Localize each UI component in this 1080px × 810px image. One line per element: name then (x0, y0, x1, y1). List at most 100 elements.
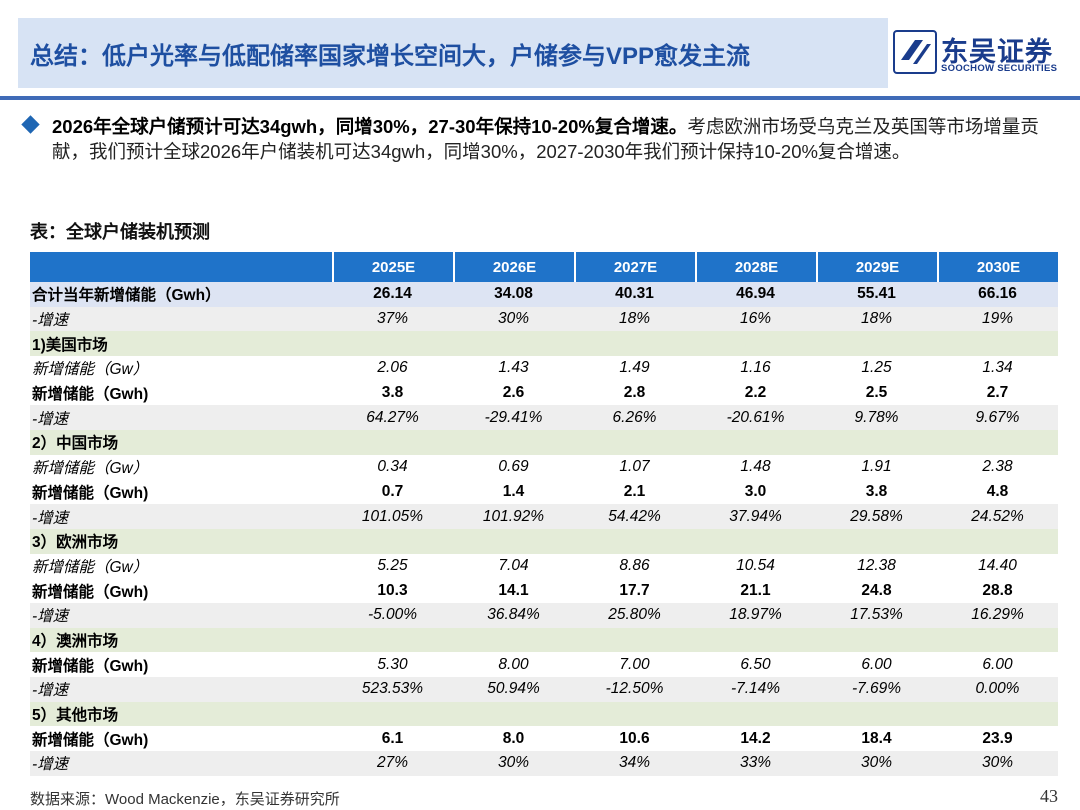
value-cell: 55.41 (816, 282, 937, 307)
value-cell: 0.7 (332, 479, 453, 505)
source-note: 数据来源：Wood Mackenzie，东吴证券研究所 (30, 791, 340, 808)
value-cell: 1.4 (453, 479, 574, 505)
value-cell: 101.92% (453, 504, 574, 529)
value-cell: 40.31 (574, 282, 695, 307)
value-cell: 64.27% (332, 405, 453, 431)
value-cell (574, 430, 695, 455)
value-cell (937, 331, 1058, 357)
value-cell: 3.8 (816, 479, 937, 505)
table-row: -增速 523.53% 50.94% -12.50% -7.14% -7.69% 0.00% (30, 677, 1058, 702)
value-cell: 2.38 (937, 454, 1058, 480)
value-cell (574, 528, 695, 554)
value-cell (332, 528, 453, 554)
row-label: 新增储能（Gw） (30, 454, 332, 480)
value-cell: 2.7 (937, 380, 1058, 406)
value-cell: 1.07 (574, 454, 695, 480)
value-cell: 19% (937, 306, 1058, 332)
value-cell: 2.6 (453, 380, 574, 406)
table-row: -增速 37% 30% 18% 16% 18% 19% (30, 306, 1058, 332)
value-cell (332, 430, 453, 455)
header-cell: 2030E (937, 252, 1058, 282)
bullet-paragraph: 2026年全球户储预计可达34gwh，同增30%，27-30年保持10-20%复… (52, 114, 1064, 164)
value-cell: 8.86 (574, 553, 695, 579)
value-cell (332, 627, 453, 653)
row-label: 新增储能（Gwh) (30, 380, 332, 406)
value-cell (937, 528, 1058, 554)
table-row: 3）欧洲市场 (30, 528, 1058, 554)
value-cell: 7.04 (453, 553, 574, 579)
value-cell (937, 430, 1058, 455)
row-label: 1)美国市场 (30, 331, 332, 357)
value-cell (695, 701, 816, 727)
value-cell: 29.58% (816, 504, 937, 529)
row-label: 新增储能（Gw） (30, 553, 332, 579)
value-cell (695, 528, 816, 554)
diamond-bullet-icon (21, 115, 40, 134)
value-cell: 14.40 (937, 553, 1058, 579)
table-row: 新增储能（Gwh) 6.1 8.0 10.6 14.2 18.4 23.9 (30, 726, 1058, 752)
logo-mark-icon (893, 30, 937, 74)
table-title: 表：全球户储装机预测 (30, 222, 210, 242)
value-cell: 37.94% (695, 504, 816, 529)
header-cell (30, 252, 332, 282)
value-cell (816, 528, 937, 554)
table-row: -增速 101.05% 101.92% 54.42% 37.94% 29.58% 24.52… (30, 504, 1058, 529)
value-cell (816, 701, 937, 727)
value-cell (816, 331, 937, 357)
value-cell: 14.1 (453, 578, 574, 603)
bullet-bold-text: 2026年全球户储预计可达34gwh，同增30%，27-30年保持10-20%复… (52, 116, 688, 137)
value-cell: 1.91 (816, 454, 937, 480)
table-row: 2）中国市场 (30, 430, 1058, 455)
row-label: -增速 (30, 306, 332, 332)
table-row: 4）澳洲市场 (30, 627, 1058, 653)
value-cell: 1.49 (574, 356, 695, 381)
value-cell: 18% (816, 306, 937, 332)
value-cell: 0.69 (453, 454, 574, 480)
table-row: -增速 64.27% -29.41% 6.26% -20.61% 9.78% 9.67% (30, 405, 1058, 431)
table-row: 新增储能（Gwh) 10.3 14.1 17.7 21.1 24.8 28.8 (30, 578, 1058, 603)
value-cell: 17.53% (816, 602, 937, 628)
value-cell: 1.25 (816, 356, 937, 381)
value-cell: 37% (332, 306, 453, 332)
row-label: -增速 (30, 751, 332, 776)
value-cell: 23.9 (937, 726, 1058, 752)
table-row: 合计当年新增储能（Gwh） 26.14 34.08 40.31 46.94 55.41 66… (30, 282, 1058, 307)
value-cell: 8.00 (453, 652, 574, 677)
row-label: -增速 (30, 504, 332, 529)
row-label: -增速 (30, 405, 332, 431)
table-row: 新增储能（Gw） 2.06 1.43 1.49 1.16 1.25 1.34 (30, 356, 1058, 381)
value-cell: 9.78% (816, 405, 937, 431)
value-cell: 46.94 (695, 282, 816, 307)
value-cell (332, 331, 453, 357)
value-cell: 3.0 (695, 479, 816, 505)
value-cell: 5.30 (332, 652, 453, 677)
value-cell: 2.06 (332, 356, 453, 381)
row-label: 5）其他市场 (30, 701, 332, 727)
value-cell: 1.43 (453, 356, 574, 381)
value-cell: 523.53% (332, 677, 453, 702)
value-cell (453, 627, 574, 653)
header-cell: 2025E (332, 252, 453, 282)
value-cell: 54.42% (574, 504, 695, 529)
summary-bullet: 2026年全球户储预计可达34gwh，同增30%，27-30年保持10-20%复… (21, 114, 1064, 164)
value-cell: 12.38 (816, 553, 937, 579)
value-cell: 4.8 (937, 479, 1058, 505)
row-label: -增速 (30, 677, 332, 702)
value-cell (816, 430, 937, 455)
value-cell (453, 701, 574, 727)
value-cell: 14.2 (695, 726, 816, 752)
value-cell: 26.14 (332, 282, 453, 307)
value-cell: 8.0 (453, 726, 574, 752)
table-row: 新增储能（Gwh) 3.8 2.6 2.8 2.2 2.5 2.7 (30, 380, 1058, 406)
value-cell: 16.29% (937, 602, 1058, 628)
row-label: 新增储能（Gw） (30, 356, 332, 381)
value-cell: 24.52% (937, 504, 1058, 529)
value-cell (574, 701, 695, 727)
value-cell: 1.34 (937, 356, 1058, 381)
value-cell: 1.16 (695, 356, 816, 381)
value-cell: 7.00 (574, 652, 695, 677)
value-cell: -29.41% (453, 405, 574, 431)
row-label: 新增储能（Gwh) (30, 652, 332, 677)
value-cell: 10.6 (574, 726, 695, 752)
value-cell: 50.94% (453, 677, 574, 702)
